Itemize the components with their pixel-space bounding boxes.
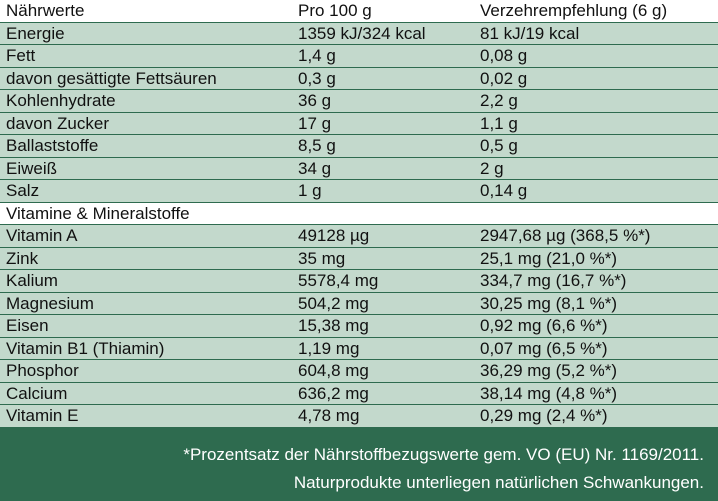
nutrient-name: Ballaststoffe [0,135,292,158]
per-100g-value: 49128 µg [292,225,474,248]
nutrient-name: Salz [0,180,292,203]
serving-value: 0,02 g [474,67,718,90]
serving-value: 2,2 g [474,90,718,113]
table-row: Vitamin E 4,78 mg 0,29 mg (2,4 %*) [0,405,718,428]
per-100g-value: 504,2 mg [292,292,474,315]
serving-value: 1,1 g [474,112,718,135]
serving-value: 0,07 mg (6,5 %*) [474,337,718,360]
serving-value: 2 g [474,157,718,180]
per-100g-value: 1,4 g [292,45,474,68]
header-nutrient: Nährwerte [0,0,292,23]
nutrient-name: Eisen [0,315,292,338]
serving-value: 25,1 mg (21,0 %*) [474,247,718,270]
nutrient-name: Vitamin A [0,225,292,248]
nutrient-name: Energie [0,22,292,45]
per-100g-value: 636,2 mg [292,382,474,405]
table-row: Fett 1,4 g 0,08 g [0,45,718,68]
per-100g-value: 604,8 mg [292,360,474,383]
per-100g-value: 17 g [292,112,474,135]
nutrient-name: Vitamin E [0,405,292,428]
table-row: Phosphor 604,8 mg 36,29 mg (5,2 %*) [0,360,718,383]
nutrient-name: Zink [0,247,292,270]
per-100g-value: 0,3 g [292,67,474,90]
nutrient-name: Kohlenhydrate [0,90,292,113]
nutrient-name: Kalium [0,270,292,293]
serving-value: 0,92 mg (6,6 %*) [474,315,718,338]
table-row: Eiweiß 34 g 2 g [0,157,718,180]
serving-value: 36,29 mg (5,2 %*) [474,360,718,383]
table-header-row: Nährwerte Pro 100 g Verzehrempfehlung (6… [0,0,718,23]
serving-value: 0,14 g [474,180,718,203]
serving-value: 30,25 mg (8,1 %*) [474,292,718,315]
serving-value: 81 kJ/19 kcal [474,22,718,45]
per-100g-value: 15,38 mg [292,315,474,338]
per-100g-value: 8,5 g [292,135,474,158]
nutrient-name: davon gesättigte Fettsäuren [0,67,292,90]
serving-value: 0,08 g [474,45,718,68]
serving-value: 0,5 g [474,135,718,158]
nutrient-name: Eiweiß [0,157,292,180]
per-100g-value: 1359 kJ/324 kcal [292,22,474,45]
table-row: Calcium 636,2 mg 38,14 mg (4,8 %*) [0,382,718,405]
nutrient-name: Vitamin B1 (Thiamin) [0,337,292,360]
serving-value: 334,7 mg (16,7 %*) [474,270,718,293]
nutrient-name: davon Zucker [0,112,292,135]
table-row: Salz 1 g 0,14 g [0,180,718,203]
table-row: Kalium 5578,4 mg 334,7 mg (16,7 %*) [0,270,718,293]
per-100g-value: 34 g [292,157,474,180]
serving-value: 0,29 mg (2,4 %*) [474,405,718,428]
table-row: Vitamin A 49128 µg 2947,68 µg (368,5 %*) [0,225,718,248]
table-row: Energie 1359 kJ/324 kcal 81 kJ/19 kcal [0,22,718,45]
per-100g-value: 5578,4 mg [292,270,474,293]
nutrient-name: Magnesium [0,292,292,315]
nutrient-name: Fett [0,45,292,68]
table-row: davon Zucker 17 g 1,1 g [0,112,718,135]
serving-value: 38,14 mg (4,8 %*) [474,382,718,405]
footnote: *Prozentsatz der Nährstoffbezugswerte ge… [183,445,704,464]
section-title: Vitamine & Mineralstoffe [0,202,718,225]
per-100g-value: 4,78 mg [292,405,474,428]
header-recommended-serving: Verzehrempfehlung (6 g) [474,0,718,23]
table-row: Eisen 15,38 mg 0,92 mg (6,6 %*) [0,315,718,338]
table-row: davon gesättigte Fettsäuren 0,3 g 0,02 g [0,67,718,90]
table-row: Magnesium 504,2 mg 30,25 mg (8,1 %*) [0,292,718,315]
disclaimer: Naturprodukte unterliegen natürlichen Sc… [293,473,704,492]
per-100g-value: 36 g [292,90,474,113]
table-row: Zink 35 mg 25,1 mg (21,0 %*) [0,247,718,270]
serving-value: 2947,68 µg (368,5 %*) [474,225,718,248]
per-100g-value: 1,19 mg [292,337,474,360]
table-row: Vitamin B1 (Thiamin) 1,19 mg 0,07 mg (6,… [0,337,718,360]
table-row: Ballaststoffe 8,5 g 0,5 g [0,135,718,158]
nutrient-name: Calcium [0,382,292,405]
section-header-row: Vitamine & Mineralstoffe [0,202,718,225]
per-100g-value: 35 mg [292,247,474,270]
nutrient-name: Phosphor [0,360,292,383]
table-row: Kohlenhydrate 36 g 2,2 g [0,90,718,113]
header-per-100g: Pro 100 g [292,0,474,23]
per-100g-value: 1 g [292,180,474,203]
nutrition-table: Nährwerte Pro 100 g Verzehrempfehlung (6… [0,0,718,428]
